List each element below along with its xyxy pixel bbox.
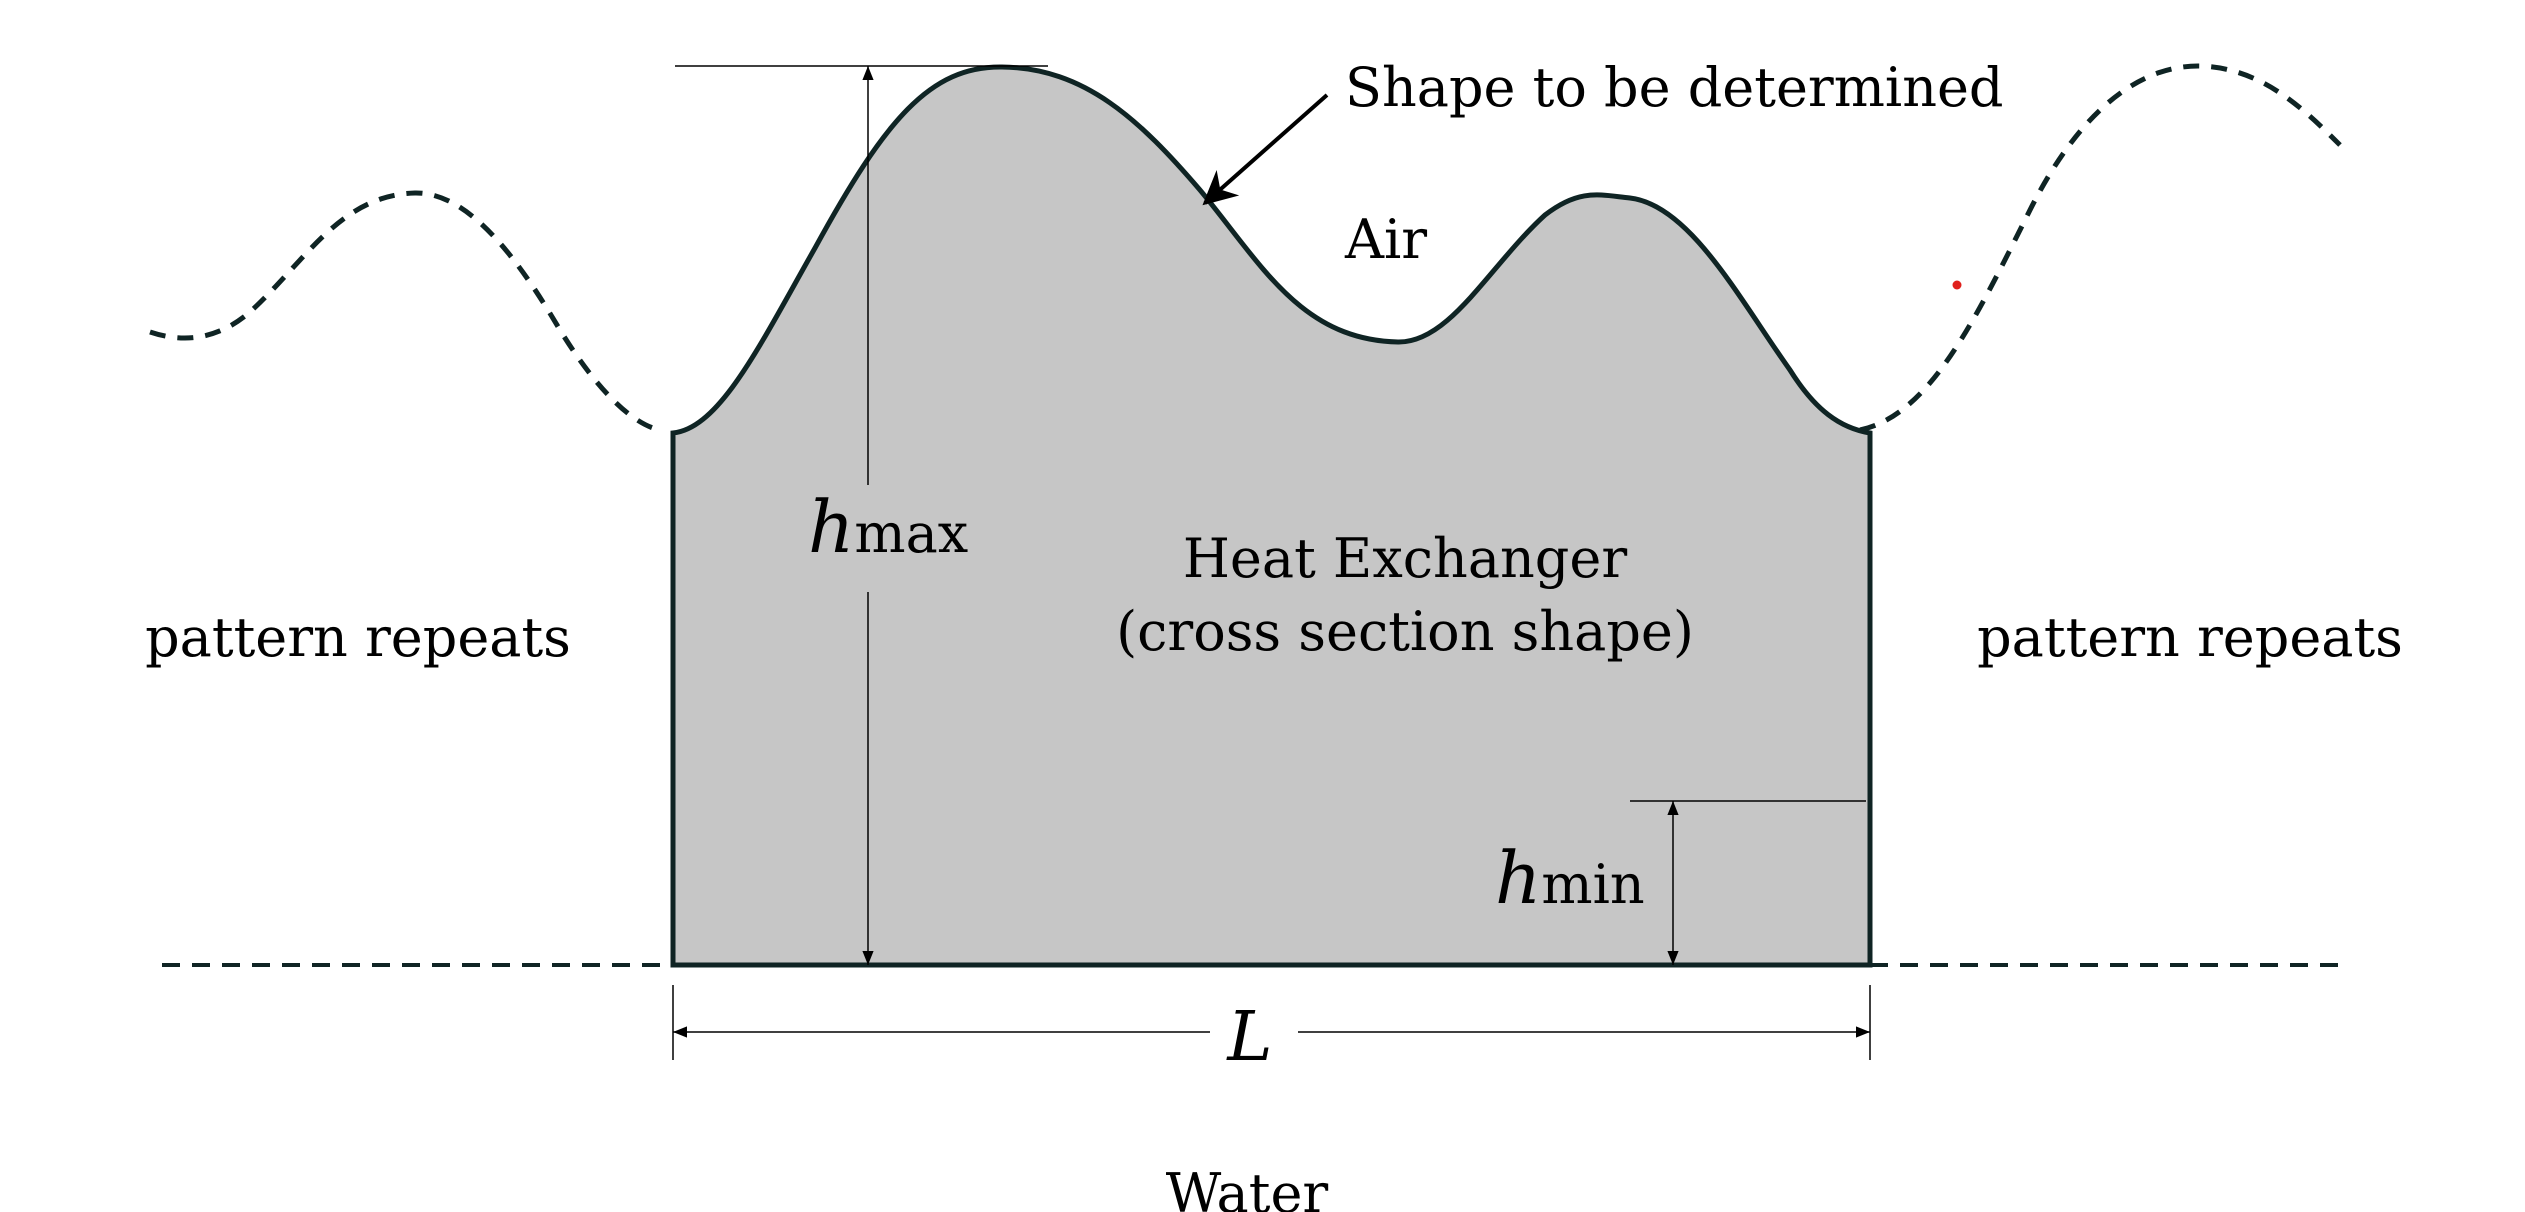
shape-to-be-determined-label: Shape to be determined [1345,56,2004,119]
l-label: L [1225,998,1272,1077]
hmax-label: hmax [808,485,968,569]
heat-exchanger-label-line1: Heat Exchanger [1183,527,1628,590]
pattern-repeats-right-label: pattern repeats [1977,606,2403,669]
right-repeat-curve [1859,63,2342,433]
heat-exchanger-label-line2: (cross section shape) [1116,600,1694,663]
left-repeat-curve [149,190,661,433]
heat-exchanger-shape [670,64,1873,968]
hmin-label: hmin [1495,836,1645,920]
pattern-repeats-left-label: pattern repeats [145,606,571,669]
shape-pointer-arrow [1202,93,1329,206]
water-label: Water [1166,1162,1329,1212]
marker-dot [1952,280,1962,290]
air-label: Air [1344,208,1427,271]
